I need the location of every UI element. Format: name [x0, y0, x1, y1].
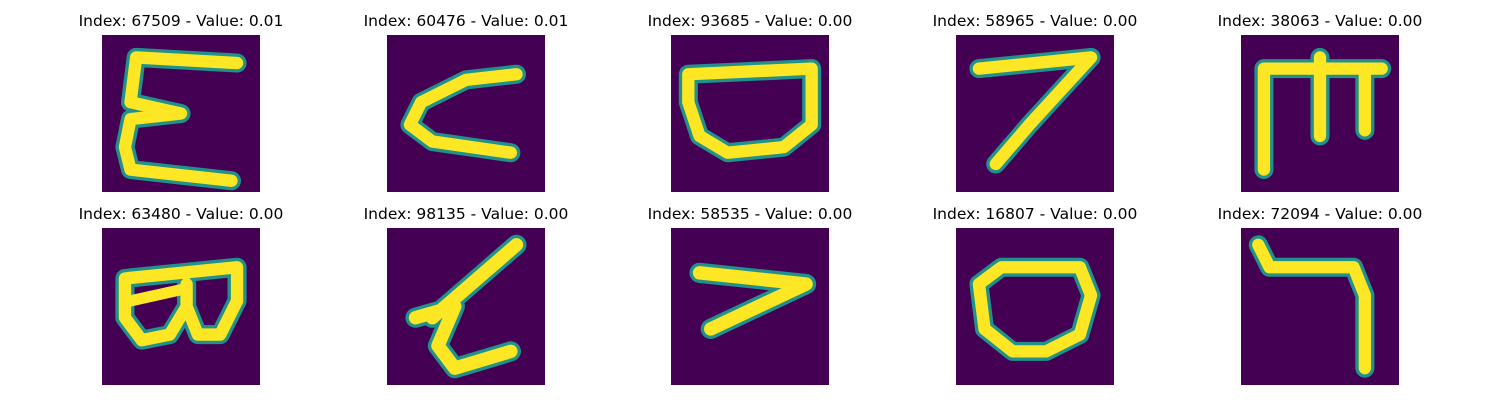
panel-2: Index: 60476 - Value: 0.01: [346, 0, 586, 192]
glyph-b: [115, 257, 247, 350]
panel-7: Index: 98135 - Value: 0.00: [346, 193, 586, 385]
digit-image: [956, 228, 1114, 385]
panel-title: Index: 93685 - Value: 0.00: [647, 12, 853, 30]
glyph-c: [400, 64, 526, 163]
panel-6: Index: 63480 - Value: 0.00: [61, 193, 301, 385]
panel-title: Index: 58535 - Value: 0.00: [647, 205, 853, 223]
panel-title: Index: 58965 - Value: 0.00: [932, 12, 1138, 30]
glyph-hook: [1248, 235, 1375, 378]
panel-title: Index: 67509 - Value: 0.01: [78, 12, 284, 30]
glyph-e: [115, 47, 247, 191]
panel-title: Index: 72094 - Value: 0.00: [1217, 205, 1423, 223]
panel-4: Index: 58965 - Value: 0.00: [915, 0, 1155, 192]
digit-image: [1241, 228, 1399, 385]
panel-title: Index: 38063 - Value: 0.00: [1217, 12, 1423, 30]
digit-image: [956, 35, 1114, 192]
glyph-m: [1254, 47, 1392, 180]
panel-8: Index: 58535 - Value: 0.00: [630, 193, 870, 385]
digit-image: [1241, 35, 1399, 192]
panel-10: Index: 72094 - Value: 0.00: [1200, 193, 1440, 385]
panel-title: Index: 16807 - Value: 0.00: [932, 205, 1138, 223]
panel-1: Index: 67509 - Value: 0.01: [61, 0, 301, 192]
digit-image: [387, 35, 545, 192]
digit-image: [102, 35, 260, 192]
digit-image: [102, 228, 260, 385]
panel-3: Index: 93685 - Value: 0.00: [630, 0, 870, 192]
panel-title: Index: 63480 - Value: 0.00: [78, 205, 284, 223]
panel-title: Index: 98135 - Value: 0.00: [363, 205, 569, 223]
panel-9: Index: 16807 - Value: 0.00: [915, 193, 1155, 385]
glyph-bowl: [678, 59, 822, 163]
digit-image: [671, 35, 829, 192]
panel-title: Index: 60476 - Value: 0.01: [363, 12, 569, 30]
digit-image: [387, 228, 545, 385]
glyph-o: [969, 257, 1101, 361]
digit-image: [671, 228, 829, 385]
glyph-z: [405, 234, 527, 379]
glyph-seven: [969, 47, 1101, 174]
glyph-seven-sideways: [689, 262, 817, 340]
panel-5: Index: 38063 - Value: 0.00: [1200, 0, 1440, 192]
